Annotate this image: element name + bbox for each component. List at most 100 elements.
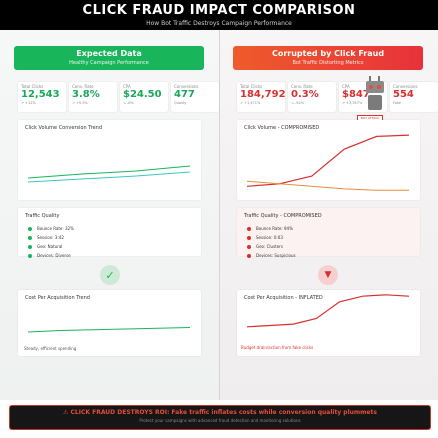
list-item-text: Geo: Clusters <box>256 244 283 249</box>
bullet-icon <box>247 235 251 240</box>
footer-subtitle: Protect your campaigns with advanced fra… <box>139 418 301 423</box>
kpi-value: 12,543 <box>21 89 60 100</box>
traffic-title: Traffic Quality - COMPROMISED <box>244 213 322 219</box>
cpa-note: Steady, efficient spending <box>24 346 77 351</box>
kpi-delta: ↗ +12% <box>21 101 36 105</box>
kpi-label: Conv. Rate <box>291 84 313 89</box>
right-traffic-panel: Traffic Quality - COMPROMISED Bounce Rat… <box>237 208 420 258</box>
list-item: Session: 3:42 <box>28 233 74 242</box>
traffic-title: Traffic Quality <box>25 213 60 219</box>
list-item: Devices: Diverse <box>28 251 74 260</box>
series-line <box>27 171 191 183</box>
right-cpa-chart-svg <box>246 294 410 328</box>
list-item-text: Bounce Rate: 94% <box>256 226 293 231</box>
page-subtitle: How Bot Traffic Destroys Campaign Perfor… <box>146 20 292 27</box>
list-item-text: Devices: Suspicious <box>256 253 296 258</box>
kpi-value: $847 <box>342 89 370 100</box>
list-item-text: Bounce Rate: 32% <box>37 226 74 231</box>
series-line <box>246 134 410 187</box>
list-item: Geo: Natural <box>28 242 74 251</box>
left-cpa-chart: Cost Per Acquisition Trend Steady, effic… <box>18 290 201 356</box>
right-click-chart: Click Volume - COMPROMISED <box>237 120 420 200</box>
series-line <box>246 294 410 328</box>
right-cpa-chart: Cost Per Acquisition - INFLATED Budget d… <box>237 290 420 356</box>
expected-subtitle: Healthy Campaign Performance <box>69 60 149 66</box>
series-line <box>27 327 191 333</box>
right-kpis: Total Clicks 184,792 ↗ +1,471% Conv. Rat… <box>237 82 438 112</box>
warning-icon: ▼ <box>318 265 338 285</box>
kpi-value: 554 <box>393 89 414 100</box>
list-item-text: Session: 3:42 <box>37 235 64 240</box>
kpi-conv-rate: Conv. Rate 0.3% ↘ -92% <box>288 82 336 112</box>
page-title: CLICK FRAUD IMPACT COMPARISON <box>82 3 356 18</box>
footer-alert: ⚠ CLICK FRAUD DESTROYS ROI: Fake traffic… <box>9 405 431 430</box>
left-click-chart: Click Volume Conversion Trend <box>18 120 201 200</box>
list-item: Devices: Suspicious <box>247 251 296 260</box>
expected-banner: Expected Data Healthy Campaign Performan… <box>14 46 204 70</box>
kpi-total-clicks: Total Clicks 12,543 ↗ +12% <box>18 82 66 112</box>
kpi-value: 477 <box>174 89 195 100</box>
kpi-conversions: Conversions 554 Fake <box>390 82 438 112</box>
kpi-total-clicks: Total Clicks 184,792 ↗ +1,471% <box>237 82 286 112</box>
corrupted-subtitle: Bot Traffic Distorting Metrics <box>292 60 364 66</box>
list-item: Geo: Clusters <box>247 242 296 251</box>
kpi-cpa: CPA $24.50 ↘ -8% <box>120 82 168 112</box>
kpi-value: $24.50 <box>123 89 162 100</box>
right-click-chart-svg <box>246 134 410 191</box>
chart-title: Cost Per Acquisition - INFLATED <box>244 295 323 301</box>
left-cpa-chart-svg <box>27 327 191 333</box>
series-line <box>27 165 191 179</box>
bullet-icon <box>28 226 32 231</box>
kpi-label: Conversions <box>393 84 418 89</box>
kpi-delta: ↘ -92% <box>291 101 305 105</box>
kpi-label: Total Clicks <box>21 84 44 89</box>
list-item-text: Devices: Diverse <box>37 253 71 258</box>
bullet-icon <box>247 244 251 249</box>
kpi-label: Conv. Rate <box>72 84 94 89</box>
list-item-text: Session: 0:03 <box>256 235 283 240</box>
kpi-label: CPA <box>342 84 350 89</box>
robot-icon <box>366 76 384 110</box>
kpi-value: 0.3% <box>291 89 319 100</box>
kpi-delta: ↗ +0.5% <box>72 101 88 105</box>
page-header: CLICK FRAUD IMPACT COMPARISON How Bot Tr… <box>0 0 438 30</box>
bullet-icon <box>247 226 251 231</box>
chart-title: Click Volume - COMPROMISED <box>244 125 320 131</box>
left-click-chart-svg <box>27 165 191 183</box>
list-item: Session: 0:03 <box>247 233 296 242</box>
kpi-value: 3.8% <box>72 89 100 100</box>
chart-title: Click Volume Conversion Trend <box>25 125 102 131</box>
bullet-icon <box>28 235 32 240</box>
kpi-delta: Quality <box>174 101 187 105</box>
expected-title: Expected Data <box>76 49 142 58</box>
bullet-icon <box>247 253 251 258</box>
list-item-text: Geo: Natural <box>37 244 63 249</box>
bullet-icon <box>28 253 32 258</box>
kpi-label: Total Clicks <box>240 84 263 89</box>
kpi-label: Conversions <box>174 84 199 89</box>
left-traffic-panel: Traffic Quality Bounce Rate: 32% Session… <box>18 208 201 258</box>
corrupted-banner: Corrupted by Click Fraud Bot Traffic Dis… <box>233 46 423 70</box>
series-line <box>246 180 409 191</box>
kpi-value: 184,792 <box>240 89 286 100</box>
kpi-conv-rate: Conv. Rate 3.8% ↗ +0.5% <box>69 82 117 112</box>
traffic-list: Bounce Rate: 32% Session: 3:42 Geo: Natu… <box>28 224 74 260</box>
kpi-delta: ↗ +1,471% <box>240 101 261 105</box>
kpi-label: CPA <box>123 84 131 89</box>
left-kpis: Total Clicks 12,543 ↗ +12% Conv. Rate 3.… <box>18 82 219 112</box>
check-icon: ✓ <box>100 265 120 285</box>
kpi-delta: ↗ +3,357% <box>342 101 363 105</box>
traffic-list: Bounce Rate: 94% Session: 0:03 Geo: Clus… <box>247 224 296 260</box>
chart-title: Cost Per Acquisition Trend <box>25 295 90 301</box>
list-item: Bounce Rate: 94% <box>247 224 296 233</box>
kpi-delta: Fake <box>393 101 401 105</box>
bullet-icon <box>28 244 32 249</box>
cpa-note: Budget drain/action from fake clicks <box>241 345 314 350</box>
kpi-conversions: Conversions 477 Quality <box>171 82 219 112</box>
kpi-delta: ↘ -8% <box>123 101 134 105</box>
list-item: Bounce Rate: 32% <box>28 224 74 233</box>
corrupted-title: Corrupted by Click Fraud <box>271 49 385 58</box>
footer-title: ⚠ CLICK FRAUD DESTROYS ROI: Fake traffic… <box>63 409 377 416</box>
tag-line: BOT ATTACK <box>360 116 380 120</box>
column-divider <box>219 30 220 400</box>
